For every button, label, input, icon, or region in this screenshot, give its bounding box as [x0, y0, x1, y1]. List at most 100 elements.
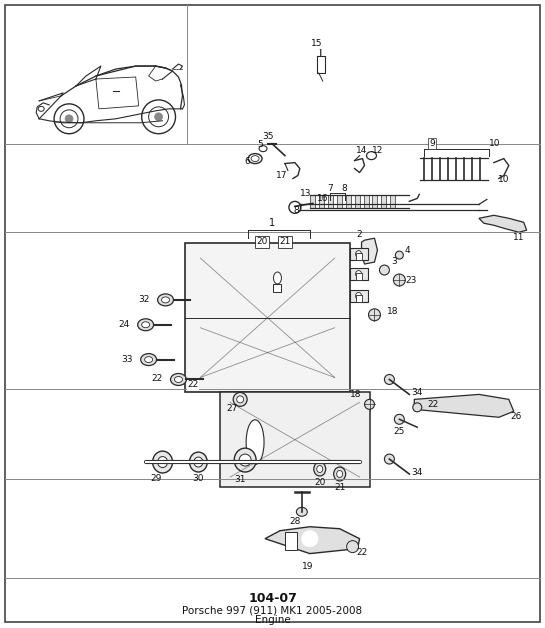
- Text: 31: 31: [234, 475, 246, 484]
- Bar: [349, 290, 367, 302]
- Ellipse shape: [190, 452, 207, 472]
- Circle shape: [65, 115, 73, 123]
- Text: 18: 18: [350, 391, 361, 399]
- Text: 6: 6: [244, 156, 250, 166]
- Circle shape: [155, 113, 162, 121]
- Ellipse shape: [355, 271, 361, 278]
- Bar: [185, 243, 349, 392]
- Bar: [355, 295, 361, 302]
- Text: 23: 23: [405, 276, 417, 285]
- Text: 10: 10: [489, 139, 500, 148]
- Ellipse shape: [274, 272, 281, 284]
- Ellipse shape: [314, 462, 326, 476]
- Text: 13: 13: [300, 190, 312, 198]
- Text: 11: 11: [513, 233, 524, 242]
- Text: 26: 26: [511, 412, 522, 421]
- Ellipse shape: [384, 454, 395, 464]
- Text: 10: 10: [498, 175, 510, 185]
- Ellipse shape: [337, 470, 343, 477]
- Polygon shape: [364, 195, 368, 208]
- Ellipse shape: [144, 357, 153, 362]
- Text: 34: 34: [411, 388, 423, 398]
- Ellipse shape: [158, 457, 167, 467]
- Text: 17: 17: [276, 171, 288, 180]
- Ellipse shape: [393, 274, 405, 286]
- Ellipse shape: [234, 448, 256, 472]
- Ellipse shape: [379, 265, 389, 275]
- Ellipse shape: [395, 414, 404, 425]
- Polygon shape: [337, 195, 342, 208]
- Text: Porsche 997 (911) MK1 2005-2008: Porsche 997 (911) MK1 2005-2008: [183, 605, 362, 615]
- Text: 4: 4: [404, 246, 410, 255]
- Ellipse shape: [233, 392, 247, 406]
- Text: 18: 18: [387, 307, 399, 316]
- Polygon shape: [390, 195, 395, 208]
- Ellipse shape: [153, 451, 173, 473]
- Ellipse shape: [174, 377, 183, 382]
- Polygon shape: [361, 238, 378, 264]
- Bar: [355, 253, 361, 260]
- Text: 20: 20: [314, 478, 325, 487]
- Text: 35: 35: [262, 132, 274, 141]
- Text: 25: 25: [393, 427, 405, 436]
- Text: 21: 21: [334, 483, 346, 492]
- Ellipse shape: [355, 293, 361, 300]
- Text: 27: 27: [227, 404, 238, 413]
- Polygon shape: [265, 527, 360, 554]
- Text: 28: 28: [289, 517, 301, 526]
- Ellipse shape: [194, 457, 203, 467]
- Circle shape: [302, 531, 318, 546]
- Ellipse shape: [237, 396, 244, 403]
- Text: 30: 30: [192, 474, 204, 483]
- Text: 1: 1: [269, 219, 275, 228]
- Text: 5: 5: [257, 139, 263, 149]
- Text: Engine: Engine: [255, 615, 290, 625]
- Ellipse shape: [158, 294, 173, 306]
- Text: 14: 14: [356, 146, 367, 154]
- Bar: [285, 532, 297, 550]
- Text: 2: 2: [357, 230, 362, 239]
- Ellipse shape: [368, 309, 380, 321]
- Text: 3: 3: [391, 257, 397, 266]
- Ellipse shape: [384, 374, 395, 384]
- Text: 22: 22: [356, 548, 367, 556]
- Text: 22: 22: [151, 374, 162, 384]
- Ellipse shape: [246, 420, 264, 465]
- Ellipse shape: [296, 507, 307, 516]
- Text: 12: 12: [372, 146, 383, 154]
- Ellipse shape: [239, 454, 251, 466]
- Text: 22: 22: [427, 400, 439, 409]
- Text: 8: 8: [293, 207, 299, 215]
- Bar: [355, 273, 361, 280]
- Text: 32: 32: [138, 295, 149, 304]
- Polygon shape: [372, 195, 378, 208]
- Text: 33: 33: [121, 355, 132, 364]
- Ellipse shape: [334, 467, 346, 481]
- Ellipse shape: [138, 319, 154, 331]
- Text: 7: 7: [327, 185, 332, 193]
- Text: 9: 9: [429, 139, 435, 148]
- Text: 104-07: 104-07: [248, 592, 297, 605]
- Polygon shape: [319, 195, 324, 208]
- Bar: [274, 284, 281, 292]
- Polygon shape: [479, 215, 526, 232]
- Text: 21: 21: [279, 237, 290, 246]
- Circle shape: [347, 541, 359, 553]
- Ellipse shape: [171, 374, 186, 386]
- Ellipse shape: [141, 354, 156, 365]
- Text: 15: 15: [311, 39, 323, 48]
- Ellipse shape: [395, 251, 403, 259]
- Text: 19: 19: [302, 561, 313, 570]
- Text: 34: 34: [411, 468, 423, 477]
- Polygon shape: [414, 394, 514, 417]
- Text: 24: 24: [118, 320, 129, 328]
- Text: 29: 29: [150, 474, 161, 483]
- Text: 22: 22: [188, 381, 199, 389]
- Polygon shape: [328, 195, 332, 208]
- Ellipse shape: [142, 322, 150, 328]
- Ellipse shape: [365, 399, 374, 409]
- Ellipse shape: [317, 465, 323, 472]
- Bar: [349, 268, 367, 280]
- Text: 8: 8: [342, 185, 348, 193]
- Ellipse shape: [355, 251, 361, 257]
